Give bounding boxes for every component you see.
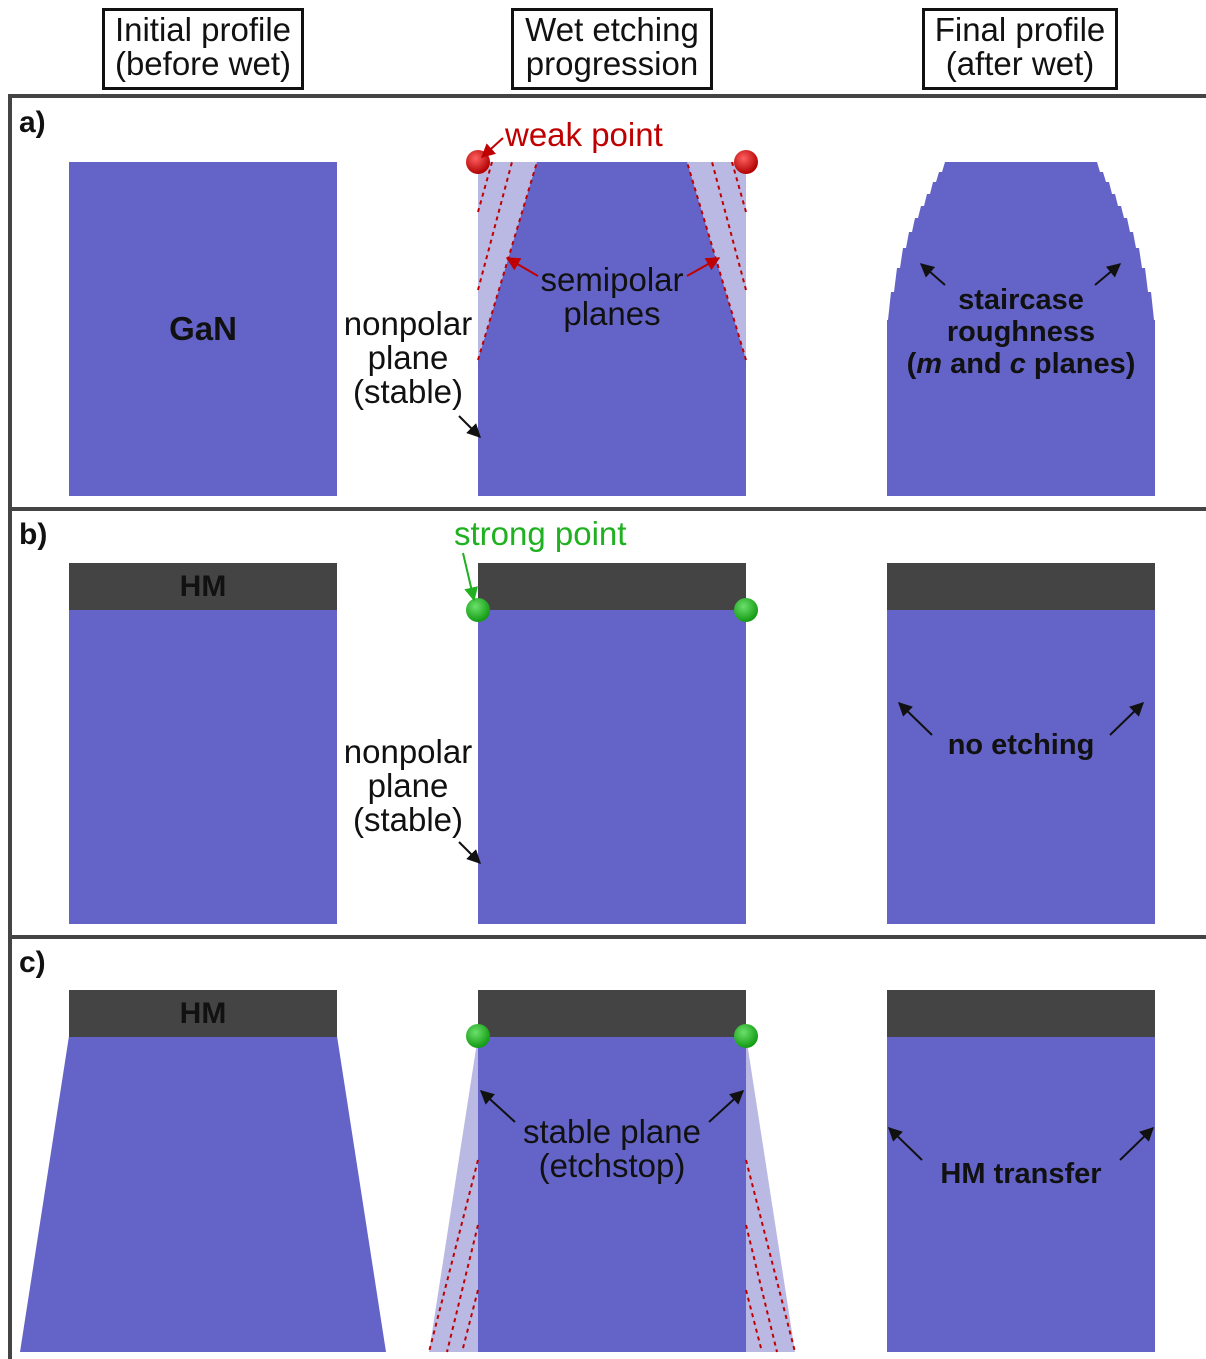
staircase-line3: (m and c planes) — [906, 348, 1136, 380]
hm-transfer-label: HM transfer — [940, 1158, 1102, 1190]
stable-line2: (etchstop) — [538, 1147, 686, 1184]
header-wet-line2: progression — [525, 45, 699, 82]
nonpolar-a-line1: nonpolar — [343, 305, 473, 342]
no-etching-arrow-right — [1109, 702, 1145, 736]
hardmask-final-b — [887, 563, 1155, 610]
gan-block-final-c — [887, 1036, 1155, 1352]
header-final-line2: (after wet) — [945, 45, 1095, 82]
panel-c — [20, 990, 1155, 1353]
staircase-roughness-label: staircase roughness (m and c planes) — [887, 284, 1155, 380]
header-final-profile: Final profile (after wet) — [922, 8, 1118, 90]
panel-b — [69, 552, 1155, 924]
nonpolar-b-line2: plane — [367, 767, 449, 804]
nonpolar-b-line1: nonpolar — [343, 733, 473, 770]
gan-block-initial-b — [69, 610, 337, 924]
weak-point-right — [734, 150, 758, 174]
hardmask-initial-b — [69, 563, 337, 610]
weak-point-label: weak point — [505, 116, 663, 153]
header-initial-line2: (before wet) — [114, 45, 292, 82]
gan-block-initial — [69, 162, 337, 496]
semipolar-arrow-right — [686, 257, 721, 277]
strong-point-right-b — [734, 598, 758, 622]
etched-plane-lines-c — [428, 1159, 796, 1353]
panel-c-frame — [8, 935, 1206, 1359]
strong-point-arrow — [462, 552, 478, 602]
gan-block-initial-c — [20, 1036, 386, 1352]
nonpolar-a-line3: (stable) — [352, 373, 464, 410]
no-etching-label: no etching — [947, 729, 1095, 761]
no-etching-arrow-left — [897, 702, 933, 736]
header-final-line1: Final profile — [934, 11, 1106, 48]
gan-block-final-staircase — [887, 162, 1155, 496]
strong-point-right-c — [734, 1024, 758, 1048]
panel-a-frame — [8, 94, 1206, 510]
stable-plane-label: stable plane (etchstop) — [502, 1115, 722, 1183]
staircase-arrow-left — [919, 263, 946, 286]
gan-block-final-b — [887, 610, 1155, 924]
panel-a-label: a) — [19, 106, 46, 139]
stable-plane-arrow-right — [708, 1090, 745, 1123]
semipolar-arrow-left — [505, 257, 539, 277]
strong-point-label: strong point — [454, 515, 627, 552]
staircase-line1: staircase — [958, 284, 1084, 316]
hardmask-etching-c — [478, 990, 746, 1037]
gan-block-etching-c — [478, 1036, 746, 1352]
nonpolar-arrow-a — [458, 415, 481, 438]
panel-a — [69, 137, 1155, 496]
header-initial-profile: Initial profile (before wet) — [102, 8, 304, 90]
strong-point-left-b — [466, 598, 490, 622]
strong-point-left-c — [466, 1024, 490, 1048]
panel-b-label: b) — [19, 518, 48, 551]
gan-block-etching-b — [478, 610, 746, 924]
hm-transfer-arrow-right — [1119, 1127, 1155, 1161]
hm-transfer-arrow-left — [887, 1127, 923, 1161]
nonpolar-a-line2: plane — [367, 339, 449, 376]
stable-plane-arrow-left — [479, 1090, 516, 1123]
weak-point-arrow — [480, 137, 504, 158]
nonpolar-label-b: nonpolar plane (stable) — [338, 735, 478, 837]
staircase-arrow-right — [1094, 263, 1122, 286]
nonpolar-label-a: nonpolar plane (stable) — [338, 307, 478, 409]
semipolar-planes-label: semipolar planes — [528, 263, 696, 331]
hardmask-final-c — [887, 990, 1155, 1037]
header-wet-etching: Wet etching progression — [511, 8, 713, 90]
hardmask-initial-c — [69, 990, 337, 1037]
header-initial-line1: Initial profile — [114, 11, 292, 48]
stable-line1: stable plane — [523, 1113, 701, 1150]
hm-label-b: HM — [179, 570, 227, 603]
gan-block-etching — [478, 162, 746, 496]
hardmask-etching-b — [478, 563, 746, 610]
staircase-line2: roughness — [946, 316, 1096, 348]
semipolar-line1: semipolar — [540, 261, 684, 298]
panel-b-frame — [8, 507, 1206, 939]
gan-label: GaN — [169, 310, 237, 347]
semipolar-line2: planes — [563, 295, 661, 332]
panel-c-label: c) — [19, 946, 46, 979]
hm-label-c: HM — [179, 997, 227, 1030]
semipolar-plane-lines — [477, 161, 747, 361]
header-wet-line1: Wet etching — [525, 11, 699, 48]
nonpolar-arrow-b — [458, 841, 481, 864]
nonpolar-b-line3: (stable) — [352, 801, 464, 838]
